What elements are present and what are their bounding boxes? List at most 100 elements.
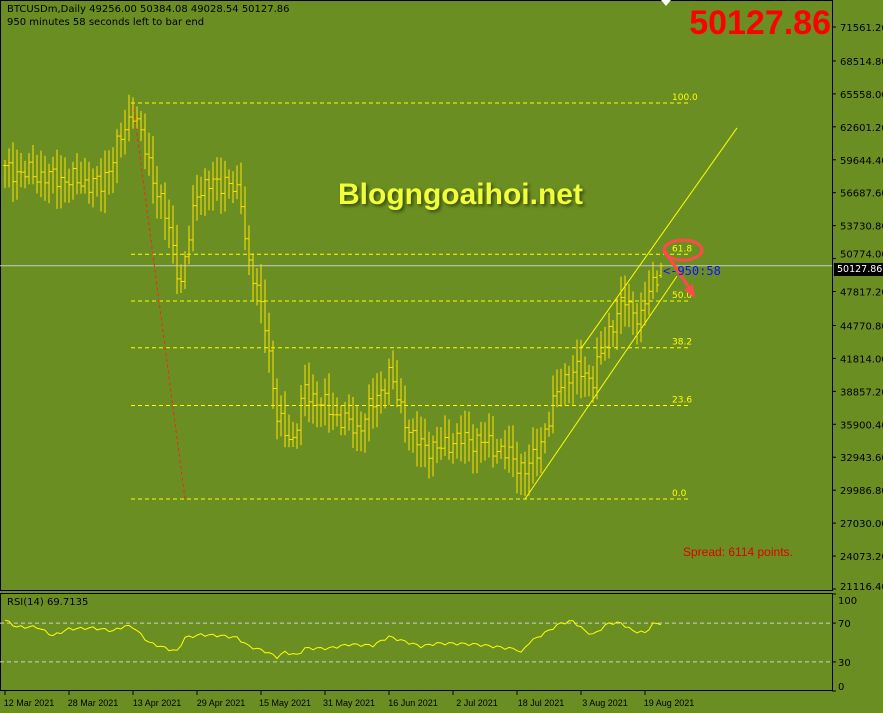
ohlc-bar [47, 163, 51, 204]
ohlc-bar [439, 426, 443, 460]
ohlc-bar [515, 441, 519, 494]
ohlc-bar [11, 142, 15, 202]
ohlc-bar [443, 415, 447, 456]
x-tick-label: 15 May 2021 [259, 698, 311, 708]
ohlc-bar [179, 264, 183, 294]
y-tick-label: 53730.80 [840, 222, 883, 233]
ohlc-bar [63, 157, 67, 203]
ohlc-bar [655, 270, 659, 293]
ohlc-bar [651, 261, 655, 300]
ohlc-bar [23, 160, 27, 189]
ohlc-bar [615, 298, 619, 350]
ohlc-bar [371, 378, 375, 429]
ohlc-bar [211, 161, 215, 211]
ohlc-bar [275, 378, 279, 440]
ohlc-bar [611, 319, 615, 347]
ohlc-bar [635, 303, 639, 345]
y-tick-label: 71561.20 [840, 23, 883, 34]
ohlc-bar [399, 378, 403, 414]
ohlc-bar [187, 225, 191, 265]
ohlc-bar [339, 405, 343, 436]
ohlc-bar [127, 94, 131, 142]
ohlc-bar [191, 185, 195, 252]
ohlc-bar [539, 427, 543, 474]
y-tick-label: 27030.00 [840, 519, 883, 530]
annotation-arrow-icon [662, 249, 694, 293]
x-tick-label: 28 Mar 2021 [68, 698, 119, 708]
ohlc-bar [423, 418, 427, 468]
ohlc-bar [659, 262, 663, 279]
y-tick-label: 47817.20 [840, 288, 883, 299]
ohlc-bar [571, 355, 575, 405]
ohlc-bar [507, 425, 511, 473]
ohlc-bar [15, 149, 19, 200]
ohlc-bar [119, 122, 123, 158]
ohlc-bar [295, 423, 299, 449]
ohlc-bar [207, 170, 211, 211]
x-tick-label: 2 Jul 2021 [456, 698, 498, 708]
ohlc-bar [199, 176, 203, 216]
ohlc-bar [283, 391, 287, 448]
ohlc-bar [551, 375, 555, 434]
ohlc-bar [603, 326, 607, 361]
ohlc-bar [315, 381, 319, 428]
ohlc-bar [195, 174, 199, 221]
annotation-arrowhead-icon [684, 284, 695, 298]
fib-level-label: 61.8 [672, 244, 692, 254]
ohlc-bar [139, 110, 143, 142]
ohlc-bar [291, 421, 295, 448]
x-tick-label: 12 Mar 2021 [4, 698, 55, 708]
ohlc-bar [307, 362, 311, 423]
y-tick-label: 38857.20 [840, 387, 883, 398]
ohlc-bar [623, 275, 627, 327]
ohlc-bar [523, 451, 527, 497]
ohlc-bar [403, 385, 407, 443]
ohlc-bar [247, 225, 251, 276]
current-price-tag: 50127.86 [834, 263, 883, 276]
ohlc-bar [483, 422, 487, 461]
ohlc-bar [367, 384, 371, 442]
ohlc-bar [503, 430, 507, 470]
ohlc-bar [115, 129, 119, 184]
ohlc-bar [223, 160, 227, 212]
ohlc-bar [391, 350, 395, 390]
ohlc-bar [279, 395, 283, 437]
chart-shift-marker-icon[interactable] [661, 0, 671, 6]
ohlc-bar [579, 339, 583, 399]
ohlc-bar [255, 268, 259, 306]
rsi-y-tick-label: 0 [838, 682, 844, 693]
ohlc-bar [499, 438, 503, 459]
ohlc-bar [379, 371, 383, 414]
fib-level-label: 23.6 [672, 396, 692, 406]
ohlc-bar [555, 369, 559, 408]
ohlc-bar [111, 147, 115, 194]
ohlc-bar [287, 414, 291, 448]
fib-level-label: 50.0 [672, 291, 692, 301]
rsi-panel-frame [0, 593, 833, 691]
ohlc-bar [79, 161, 83, 194]
x-tick-label: 19 Aug 2021 [644, 698, 695, 708]
ohlc-bar [319, 397, 323, 427]
ohlc-bar [639, 292, 643, 343]
y-tick-label: 62601.20 [840, 123, 883, 134]
ohlc-bar [511, 425, 515, 478]
ohlc-bar [163, 182, 167, 241]
ohlc-bar [95, 166, 99, 197]
big-price-display: 50127.86 [689, 4, 831, 42]
ohlc-bar [155, 165, 159, 219]
ohlc-bar [407, 419, 411, 451]
ohlc-bar [415, 411, 419, 467]
rsi-label: RSI(14) 69.7135 [7, 597, 89, 608]
ohlc-bar [259, 264, 263, 324]
ohlc-bar [135, 106, 139, 129]
rsi-y-tick-label: 70 [838, 619, 851, 630]
bar-countdown: <-950:58 [663, 264, 721, 278]
ohlc-bar [619, 276, 623, 334]
ohlc-bar [587, 364, 591, 397]
ohlc-bar [131, 97, 135, 129]
symbol-ohlc-header: BTCUSDm,Daily 49256.00 50384.08 49028.54… [7, 4, 290, 15]
ohlc-bar [35, 154, 39, 194]
ohlc-bar [59, 155, 63, 209]
y-tick-label: 68514.80 [840, 57, 883, 68]
